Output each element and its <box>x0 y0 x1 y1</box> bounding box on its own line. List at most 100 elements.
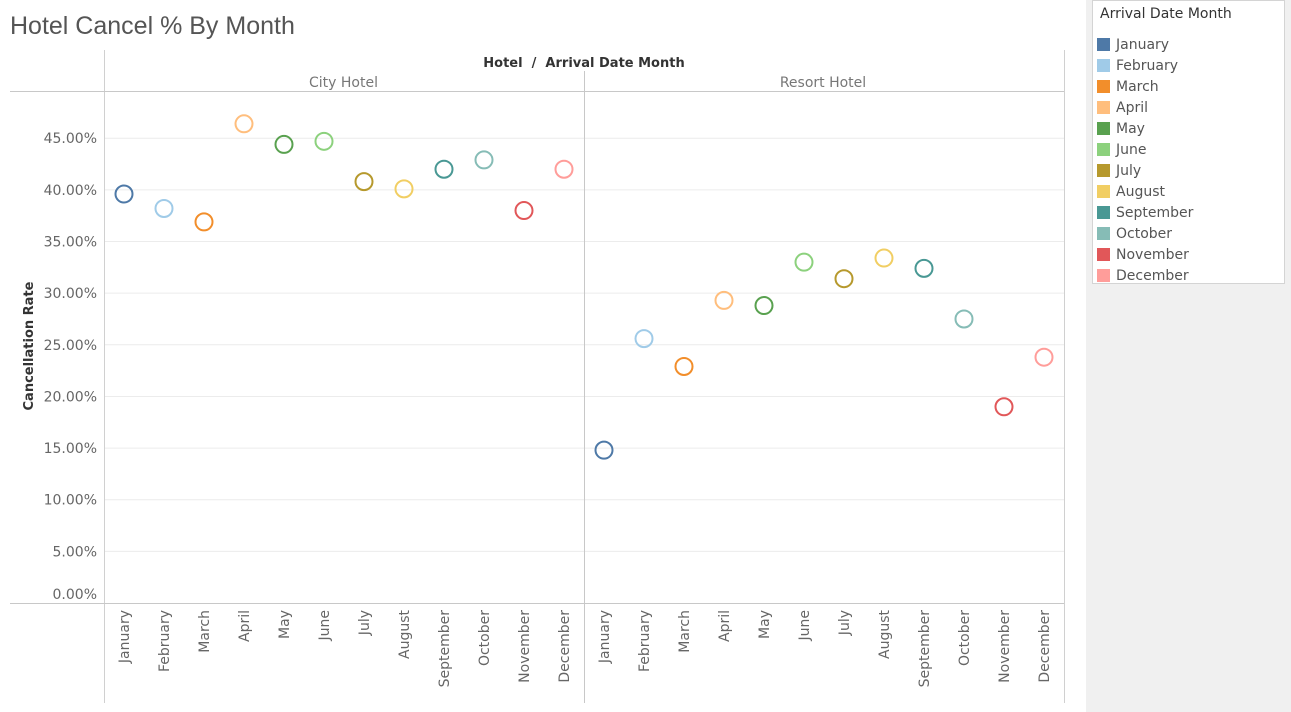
legend-swatch <box>1097 143 1110 156</box>
x-tick-label: June <box>797 610 813 642</box>
legend-swatch <box>1097 164 1110 177</box>
x-tick-label: January <box>117 610 133 664</box>
y-tick-label: 0.00% <box>53 587 97 603</box>
legend-label: June <box>1116 141 1147 158</box>
y-tick-label: 45.00% <box>44 131 97 147</box>
data-point[interactable] <box>554 159 574 179</box>
legend-label: May <box>1116 120 1145 137</box>
data-point[interactable] <box>674 356 694 376</box>
legend-list: January February March April May June July Augu… <box>1097 34 1193 286</box>
data-point[interactable] <box>954 309 974 329</box>
x-tick-label: March <box>197 610 213 653</box>
legend-label: April <box>1116 99 1148 116</box>
legend-swatch <box>1097 206 1110 219</box>
data-point[interactable] <box>914 258 934 278</box>
data-point[interactable] <box>874 248 894 268</box>
legend-swatch <box>1097 227 1110 240</box>
legend-title: Arrival Date Month <box>1100 6 1232 22</box>
y-tick-label: 30.00% <box>44 286 97 302</box>
legend-swatch <box>1097 269 1110 282</box>
data-point[interactable] <box>114 184 134 204</box>
x-tick-label: December <box>557 610 573 683</box>
legend-item[interactable]: September <box>1097 202 1193 223</box>
panel-header-1: Resort Hotel <box>780 75 866 91</box>
legend-item[interactable]: December <box>1097 265 1193 286</box>
x-tick-label: March <box>677 610 693 653</box>
x-tick-label: May <box>757 610 773 639</box>
legend: Arrival Date Month January February March A… <box>1092 0 1285 284</box>
data-point[interactable] <box>714 290 734 310</box>
panel-header-0: City Hotel <box>309 75 378 91</box>
x-tick-label: January <box>597 610 613 664</box>
legend-label: July <box>1116 162 1142 179</box>
data-point[interactable] <box>194 212 214 232</box>
data-point[interactable] <box>434 159 454 179</box>
y-axis-label: Cancellation Rate <box>22 281 37 410</box>
x-tick-label: February <box>637 610 653 672</box>
data-point[interactable] <box>394 179 414 199</box>
y-tick-label: 20.00% <box>44 389 97 405</box>
data-point[interactable] <box>1034 347 1054 367</box>
legend-item[interactable]: June <box>1097 139 1193 160</box>
x-tick-label: April <box>717 610 733 642</box>
chart-title: Hotel Cancel % By Month <box>10 12 295 40</box>
x-tick-label: June <box>317 610 333 642</box>
legend-label: October <box>1116 225 1173 242</box>
legend-swatch <box>1097 101 1110 114</box>
data-point[interactable] <box>794 252 814 272</box>
x-tick-label: July <box>357 610 373 636</box>
y-tick-label: 25.00% <box>44 338 97 354</box>
data-point[interactable] <box>994 397 1014 417</box>
data-point[interactable] <box>834 269 854 289</box>
legend-swatch <box>1097 80 1110 93</box>
x-tick-label: October <box>477 610 493 666</box>
y-tick-label: 40.00% <box>44 183 97 199</box>
legend-label: August <box>1116 183 1165 200</box>
legend-label: September <box>1116 204 1194 221</box>
y-tick-label: 15.00% <box>44 441 97 457</box>
legend-swatch <box>1097 59 1110 72</box>
x-tick-label: September <box>437 610 453 688</box>
legend-label: December <box>1116 267 1189 284</box>
data-point[interactable] <box>274 134 294 154</box>
data-point[interactable] <box>594 440 614 460</box>
y-tick-label: 5.00% <box>53 544 97 560</box>
legend-label: January <box>1116 36 1170 53</box>
x-tick-label: September <box>917 610 933 688</box>
legend-label: March <box>1116 78 1159 95</box>
data-point[interactable] <box>314 131 334 151</box>
x-tick-label: August <box>877 609 893 659</box>
y-tick-label: 35.00% <box>44 235 97 251</box>
data-point[interactable] <box>354 172 374 192</box>
legend-item[interactable]: February <box>1097 55 1193 76</box>
x-tick-label: July <box>837 610 853 636</box>
x-tick-label: February <box>157 610 173 672</box>
legend-swatch <box>1097 38 1110 51</box>
legend-item[interactable]: July <box>1097 160 1193 181</box>
data-point[interactable] <box>234 114 254 134</box>
x-tick-label: November <box>997 610 1013 683</box>
data-point[interactable] <box>474 150 494 170</box>
x-tick-label: May <box>277 610 293 639</box>
legend-swatch <box>1097 122 1110 135</box>
x-tick-label: October <box>957 610 973 666</box>
data-point[interactable] <box>634 329 654 349</box>
legend-item[interactable]: March <box>1097 76 1193 97</box>
legend-label: February <box>1116 57 1179 74</box>
legend-label: November <box>1116 246 1189 263</box>
data-point[interactable] <box>754 296 774 316</box>
x-tick-label: December <box>1037 610 1053 683</box>
legend-item[interactable]: August <box>1097 181 1193 202</box>
legend-swatch <box>1097 185 1110 198</box>
legend-item[interactable]: April <box>1097 97 1193 118</box>
legend-item[interactable]: October <box>1097 223 1193 244</box>
legend-item[interactable]: November <box>1097 244 1193 265</box>
legend-item[interactable]: May <box>1097 118 1193 139</box>
legend-swatch <box>1097 248 1110 261</box>
legend-item[interactable]: January <box>1097 34 1193 55</box>
data-point[interactable] <box>154 198 174 218</box>
data-point[interactable] <box>514 201 534 221</box>
x-tick-label: August <box>397 609 413 659</box>
scatter-chart: Hotel Cancel % By Month Hotel / Arrival … <box>10 12 1065 703</box>
x-tick-label: April <box>237 610 253 642</box>
